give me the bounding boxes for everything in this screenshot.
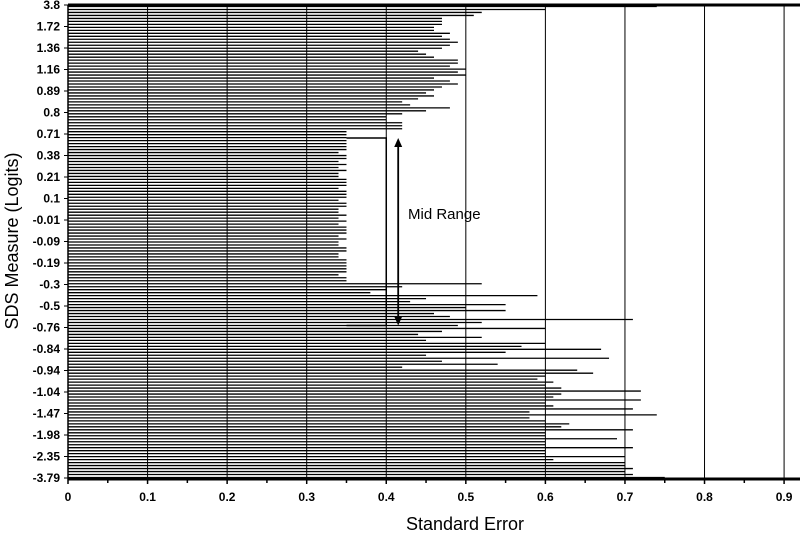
y-tick-label: -0.19 [33,256,61,270]
y-tick-label: 0.71 [37,127,61,141]
x-tick-label: 0.4 [378,490,395,504]
y-tick-label: 0.21 [37,170,61,184]
y-tick-label: -1.04 [33,385,61,399]
y-tick-label: -0.84 [33,342,61,356]
y-tick-label: -0.94 [33,364,61,378]
y-axis-title: SDS Measure (Logits) [2,152,22,329]
y-tick-label: -0.01 [33,213,61,227]
x-tick-label: 0.9 [776,490,793,504]
x-tick-label: 0.6 [537,490,554,504]
x-tick-label: 0 [65,490,72,504]
y-tick-label: -0.3 [39,278,60,292]
x-tick-label: 0.2 [219,490,236,504]
y-tick-label: -2.35 [33,450,61,464]
y-tick-label: -1.98 [33,428,61,442]
x-axis-title: Standard Error [406,514,524,534]
x-tick-label: 0.7 [617,490,634,504]
arrow-head-down [394,316,403,326]
arrow-head-up [394,138,403,147]
y-tick-label: -0.5 [39,299,60,313]
x-tick-label: 0.3 [298,490,315,504]
y-tick-label: -0.76 [33,321,61,335]
y-tick-label: 0.89 [37,84,61,98]
y-axis-ticks: 3.8 1.72 1.36 1.16 0.89 0.8 0.71 0.38 0.21 0.1 -0.… [33,0,68,485]
mid-range-label: Mid Range [408,206,481,223]
x-axis-ticks: 0 0.1 0.2 0.3 0.4 0.5 0.6 0.7 0.8 0.9 [65,479,793,504]
bars [68,5,665,479]
y-tick-label: -1.47 [33,407,61,421]
y-tick-label: 0.38 [37,149,61,163]
x-tick-label: 0.1 [139,490,156,504]
y-tick-label: 0.1 [43,192,60,206]
y-tick-label: 3.8 [43,0,60,12]
mid-range-bracket [346,137,388,327]
y-tick-label: 0.8 [43,106,60,120]
y-tick-label: -3.79 [33,471,61,485]
y-tick-label: 1.16 [37,63,61,77]
y-tick-label: 1.72 [37,20,61,34]
x-tick-label: 0.5 [457,490,474,504]
y-tick-label: -0.09 [33,235,61,249]
y-tick-label: 1.36 [37,41,61,55]
mid-range-annotation [346,137,403,327]
x-tick-label: 0.8 [696,490,713,504]
